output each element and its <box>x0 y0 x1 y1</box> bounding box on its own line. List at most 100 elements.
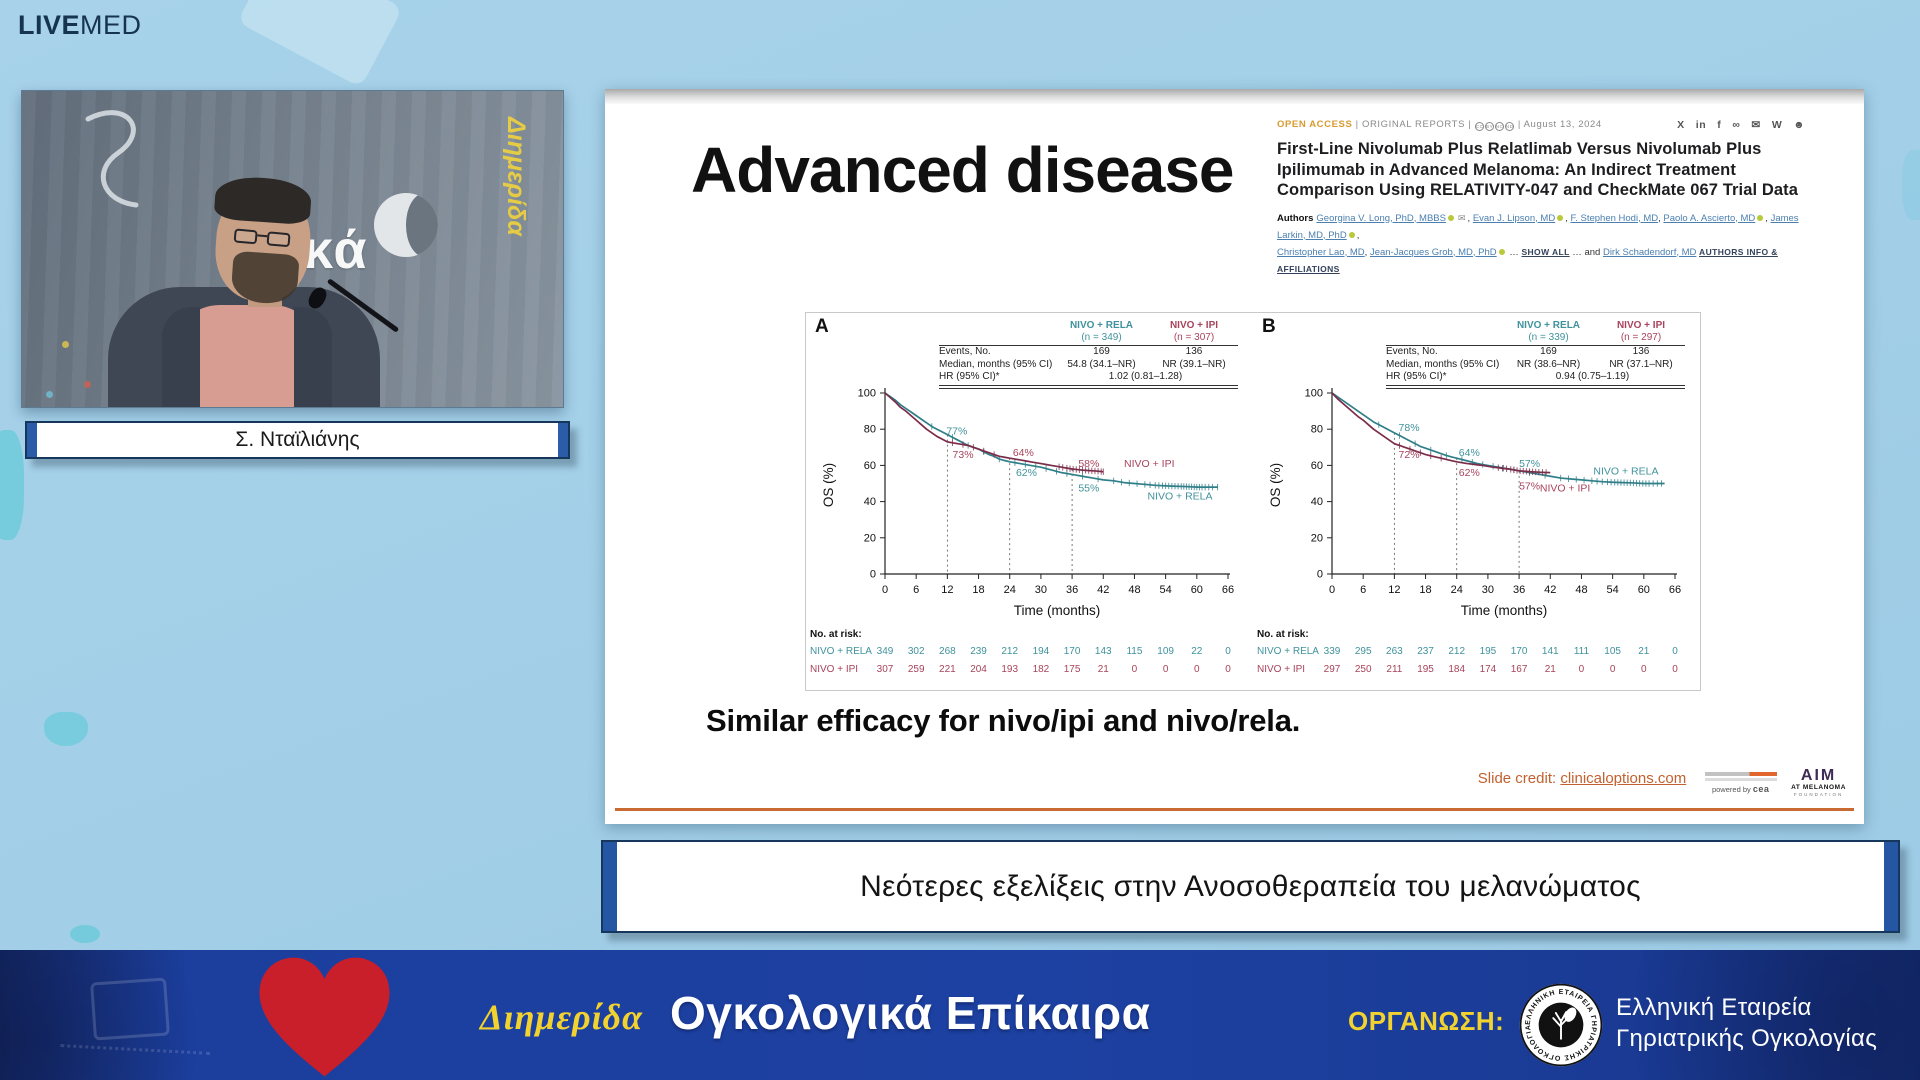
risk-value: 0 <box>1609 664 1616 675</box>
author-link[interactable]: Christopher Lao, MD <box>1277 246 1365 258</box>
svg-text:18: 18 <box>972 584 984 596</box>
bar-segment-top <box>1704 772 1777 776</box>
svg-text:Time (months): Time (months) <box>1014 603 1101 618</box>
risk-value: 194 <box>1032 646 1050 657</box>
risk-value: 21 <box>1544 664 1556 675</box>
talk-title: Νεότερες εξελίξεις στην Ανοσοθεραπεία το… <box>860 869 1641 903</box>
talk-title-bar: Νεότερες εξελίξεις στην Ανοσοθεραπεία το… <box>601 840 1900 933</box>
svg-text:40: 40 <box>864 496 876 508</box>
slide-credit-label: Slide credit: <box>1477 770 1561 787</box>
banner-doodle <box>90 977 170 1041</box>
corresponding-author-email-icon[interactable]: ✉ <box>1457 212 1466 223</box>
stats-row: Median, months (95% CI) NR (38.6–NR) NR (3… <box>1386 358 1673 370</box>
plate-right-cap <box>558 423 568 457</box>
share-link-icon[interactable]: ∞ <box>1732 119 1741 131</box>
heart-graphic <box>259 957 390 1077</box>
powered-by-text: powered by <box>1711 785 1751 794</box>
organizer-name-line2: Γηριατρικής Ογκολογίας <box>1616 1025 1878 1052</box>
share-wechat-icon[interactable]: W <box>1771 119 1783 131</box>
risk-value: 297 <box>1323 664 1341 675</box>
stats-row: HR (95% CI)* 1.02 (0.81–1.28) <box>939 371 1183 382</box>
speaker-name: Σ. Νταϊλιάνης <box>235 428 360 451</box>
km-panel-B: B NIVO + RELA (n = 339) NIVO + IPI (n = 297)… <box>1253 313 1700 690</box>
risk-value: 295 <box>1354 646 1372 657</box>
svg-text:OS (%): OS (%) <box>1268 463 1283 507</box>
risk-value: 193 <box>1001 664 1019 675</box>
risk-value: 174 <box>1479 664 1497 675</box>
authors-line-2: Christopher Lao, MD, Jean-Jacques Grob, … <box>1277 244 1805 278</box>
authors-action-link[interactable]: AUTHORS INFO & AFFILIATIONS <box>1277 246 1778 274</box>
risk-value: 259 <box>907 664 925 675</box>
risk-value: 204 <box>970 664 987 675</box>
km-annotation: 57% <box>1519 458 1540 470</box>
cc-license-icons: cc by nc nd <box>1475 119 1515 131</box>
risk-value: 0 <box>1641 664 1647 675</box>
svg-text:24: 24 <box>1004 584 1016 596</box>
orcid-icon <box>1557 214 1564 221</box>
svg-text:30: 30 <box>1482 584 1494 596</box>
author-link[interactable]: F. Stephen Hodi, MD <box>1570 212 1659 224</box>
risk-row-name: NIVO + IPI <box>810 664 859 675</box>
article-authors: Authors Georgina V. Long, PhD, MBBS ✉, Eva… <box>1277 210 1805 278</box>
aim-logo-line2: AT MELANOMA <box>1791 784 1846 791</box>
share-profile-icon[interactable]: ☻ <box>1793 119 1805 131</box>
svg-text:100: 100 <box>1305 388 1323 400</box>
svg-text:60: 60 <box>1311 460 1323 472</box>
km-annotation: 57% <box>1519 481 1540 493</box>
presentation-slide: Advanced disease OPEN ACCESS | ORIGINAL … <box>605 89 1864 824</box>
aim-logo-line1: AIM <box>1800 767 1837 784</box>
author-link[interactable]: James Larkin, MD, PhD <box>1277 212 1799 241</box>
author-link[interactable]: Dirk Schadendorf, MD <box>1602 246 1697 258</box>
authors-text: , <box>1467 212 1473 224</box>
svg-text:60: 60 <box>1191 584 1203 596</box>
risk-value: 268 <box>939 646 956 657</box>
risk-value: 22 <box>1191 646 1203 657</box>
meta-separator: | <box>1517 119 1524 130</box>
risk-value: 195 <box>1417 664 1434 675</box>
authors-action-link[interactable]: SHOW ALL <box>1521 246 1570 257</box>
share-linkedin-icon[interactable]: in <box>1695 119 1707 131</box>
orcid-icon <box>1447 214 1454 221</box>
author-link[interactable]: Georgina V. Long, PhD, MBBS <box>1316 212 1446 224</box>
svg-text:54: 54 <box>1607 584 1619 596</box>
speaker-video: γικά αιρα Διημερίδα <box>21 90 564 408</box>
original-reports-label: ORIGINAL REPORTS <box>1361 119 1466 130</box>
confetti-dot <box>84 381 91 388</box>
author-link[interactable]: Evan J. Lipson, MD <box>1472 212 1556 224</box>
km-annotation: NIVO + RELA <box>1593 465 1658 477</box>
svg-text:20: 20 <box>1311 532 1323 544</box>
stats-row: Events, No. 169 136 <box>939 346 1203 357</box>
risk-value: 302 <box>907 646 925 657</box>
author-link[interactable]: Paolo A. Ascierto, MD <box>1663 212 1756 224</box>
slide-credit: Slide credit: clinicaloptions.com <box>1478 770 1686 787</box>
author-link[interactable]: Jean-Jacques Grob, MD, PhD <box>1369 246 1497 258</box>
orcid-icon <box>1757 214 1764 221</box>
km-annotation: 58% <box>1078 458 1099 470</box>
stats-row: Median, months (95% CI) 54.8 (34.1–NR) NR … <box>939 358 1226 370</box>
share-email-icon[interactable]: ✉ <box>1751 119 1761 131</box>
risk-value: 221 <box>939 664 956 675</box>
svg-text:OS (%): OS (%) <box>821 463 836 507</box>
svg-text:36: 36 <box>1513 584 1525 596</box>
km-plot: 0 20 40 60 80 100 0 6 12 18 24 30 36 42 48 54 60 66 Time (… <box>821 388 1234 619</box>
km-annotation: 64% <box>1013 447 1034 459</box>
slide-credit-link[interactable]: clinicaloptions.com <box>1560 770 1687 787</box>
plate-right-cap <box>1884 842 1898 931</box>
risk-value: 0 <box>1194 664 1200 675</box>
share-x-icon[interactable]: X <box>1677 119 1685 131</box>
risk-value: 21 <box>1097 664 1109 675</box>
risk-value: 0 <box>1672 646 1678 657</box>
risk-value: 349 <box>876 646 894 657</box>
risk-value: 0 <box>1225 664 1231 675</box>
glasses-lens <box>233 228 258 245</box>
risk-value: 105 <box>1604 646 1621 657</box>
risk-value: 339 <box>1323 646 1341 657</box>
slide-credit-row: Slide credit: clinicaloptions.com powere… <box>1478 768 1846 802</box>
km-annotation: 72% <box>1399 449 1420 461</box>
authors-text: … <box>1506 246 1522 258</box>
speaker-vest <box>294 307 332 407</box>
share-facebook-icon[interactable]: f <box>1717 119 1722 131</box>
meta-separator: | <box>1355 119 1362 130</box>
svg-text:40: 40 <box>1311 496 1323 508</box>
